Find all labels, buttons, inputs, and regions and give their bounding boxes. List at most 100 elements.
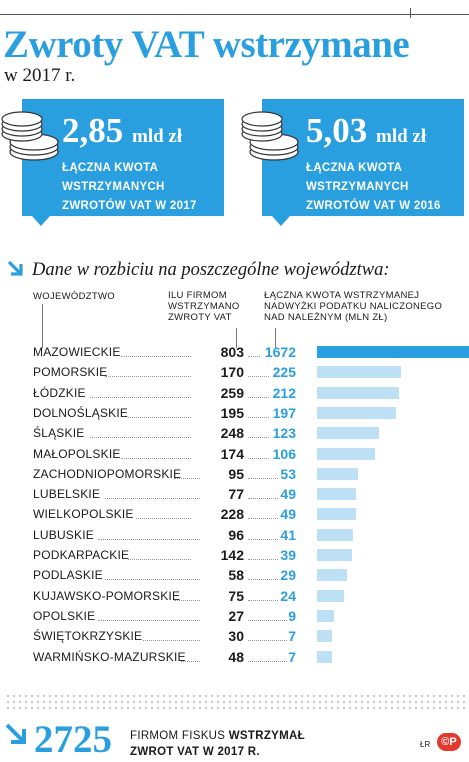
header-line: ŁĄCZNA KWOTA WSTRZYMANEJ — [264, 290, 420, 301]
row-leader-dots — [248, 458, 269, 459]
coins-icon — [1, 111, 59, 161]
row-leader-dots — [90, 437, 191, 438]
page-title: Zwroty VAT wstrzymane — [3, 23, 410, 66]
amount-bar — [317, 468, 358, 480]
row-label: MAŁOPOLSKIE — [33, 447, 121, 461]
amount-bar — [317, 407, 396, 419]
row-leader-dots — [174, 600, 200, 601]
count-value: 195 — [220, 405, 244, 421]
count-value: 170 — [220, 364, 244, 380]
row-leader-dots — [248, 600, 278, 601]
count-value: 95 — [228, 466, 244, 482]
summary-label-line: ŁĄCZNA KWOTA — [306, 162, 403, 174]
row-label: PODKARPACKIE — [33, 548, 130, 562]
amount-bar — [317, 427, 379, 439]
section-title: Dane w rozbiciu na poszczególne wojewódz… — [32, 260, 390, 280]
amount-value: 41 — [280, 527, 296, 543]
summary-box-2017: 2,85 mld zł ŁĄCZNA KWOTA WSTRZYMANYCH ZW… — [22, 99, 224, 216]
amount-bar — [317, 508, 356, 520]
row-leader-dots — [248, 356, 260, 357]
row-label: WARMIŃSKO-MAZURSKIE — [33, 650, 186, 664]
row-leader-dots — [128, 559, 191, 560]
amount-value: 225 — [272, 364, 296, 380]
row-label: KUJAWSKO-POMORSKIE — [33, 589, 181, 603]
summary-label-line: WSTRZYMANYCH — [62, 181, 165, 193]
summary-label: ŁĄCZNA KWOTA WSTRZYMANYCH ZWROTÓW VAT W … — [62, 159, 197, 216]
amount-value: 197 — [272, 405, 296, 421]
summary-value: 5,03 mld zł — [306, 111, 426, 151]
row-label: MAZOWIECKIE — [33, 345, 121, 359]
row-leader-dots — [181, 661, 200, 662]
amount-value: 123 — [272, 425, 296, 441]
footer-text-line: FIRMOM FISKUS WSTRZYMAŁ — [130, 728, 305, 744]
count-value: 142 — [220, 547, 244, 563]
amount-value: 39 — [280, 547, 296, 563]
amount-bar — [317, 590, 344, 602]
header-pointer-line — [236, 328, 237, 348]
amount-value: 9 — [288, 608, 296, 624]
summary-number: 2,85 — [62, 111, 124, 150]
column-header-amount: ŁĄCZNA KWOTA WSTRZYMANEJ NADWYŻKI PODATK… — [264, 290, 442, 323]
header-line: ZWROTY VAT — [168, 312, 232, 323]
amount-value: 7 — [288, 649, 296, 665]
amount-bar — [317, 610, 334, 622]
summary-value: 2,85 mld zł — [62, 111, 182, 151]
amount-value: 1672 — [264, 344, 296, 360]
row-leader-dots — [248, 437, 269, 438]
footer-dot-band — [5, 693, 465, 713]
amount-bar — [317, 630, 332, 642]
row-leader-dots — [248, 518, 278, 519]
author-credit: ŁR — [420, 740, 431, 749]
header-line: NAD NALEŻNYM (MLN ZŁ) — [264, 312, 388, 323]
header-pointer-line — [275, 328, 276, 348]
count-value: 27 — [228, 608, 244, 624]
header-pointer-line — [42, 304, 43, 348]
amount-bar — [317, 651, 332, 663]
row-label: POMORSKIE — [33, 365, 108, 379]
row-leader-dots — [174, 478, 200, 479]
row-leader-dots — [105, 376, 191, 377]
summary-box-tail — [272, 216, 290, 226]
row-label: ŚLĄSKIE — [33, 426, 85, 440]
amount-bar — [317, 387, 399, 399]
amount-bar — [317, 529, 353, 541]
amount-bar — [317, 346, 469, 358]
amount-value: 29 — [280, 567, 296, 583]
count-value: 174 — [220, 446, 244, 462]
count-value: 30 — [228, 628, 244, 644]
header-line: WSTRZYMANO — [168, 301, 240, 312]
amount-value: 53 — [280, 466, 296, 482]
row-leader-dots — [248, 579, 278, 580]
arrow-down-right-icon — [7, 260, 23, 276]
count-value: 259 — [220, 385, 244, 401]
count-value: 77 — [228, 486, 244, 502]
row-leader-dots — [121, 356, 191, 357]
row-leader-dots — [248, 559, 278, 560]
top-rule-tick — [410, 8, 411, 18]
row-label: DOLNOŚLĄSKIE — [33, 406, 129, 420]
row-leader-dots — [121, 458, 191, 459]
row-label: ŚWIĘTOKRZYSKIE — [33, 629, 143, 643]
count-value: 803 — [220, 344, 244, 360]
row-leader-dots — [248, 376, 269, 377]
footer-text-part: FIRMOM FISKUS — [130, 730, 229, 742]
row-leader-dots — [248, 620, 287, 621]
row-leader-dots — [248, 539, 278, 540]
column-header-region: WOJEWÓDZTWO — [33, 291, 115, 302]
amount-bar — [317, 448, 375, 460]
arrow-down-right-icon — [5, 723, 26, 744]
row-leader-dots — [143, 640, 200, 641]
summary-box-tail — [32, 216, 50, 226]
coins-icon — [241, 111, 299, 161]
amount-value: 7 — [288, 628, 296, 644]
row-label: PODLASKIE — [33, 568, 103, 582]
header-line: ILU FIRMOM — [168, 290, 227, 301]
row-label: LUBELSKIE — [33, 487, 101, 501]
row-leader-dots — [248, 640, 287, 641]
header-line: NADWYŻKI PODATKU NALICZONEGO — [264, 301, 443, 312]
summary-box-2016: 5,03 mld zł ŁĄCZNA KWOTA WSTRZYMANYCH ZW… — [262, 99, 464, 216]
count-value: 96 — [228, 527, 244, 543]
row-label: ŁÓDZKIE — [33, 386, 86, 400]
summary-label-line: ŁĄCZNA KWOTA — [62, 162, 159, 174]
publisher-logo: ©P — [437, 733, 461, 751]
